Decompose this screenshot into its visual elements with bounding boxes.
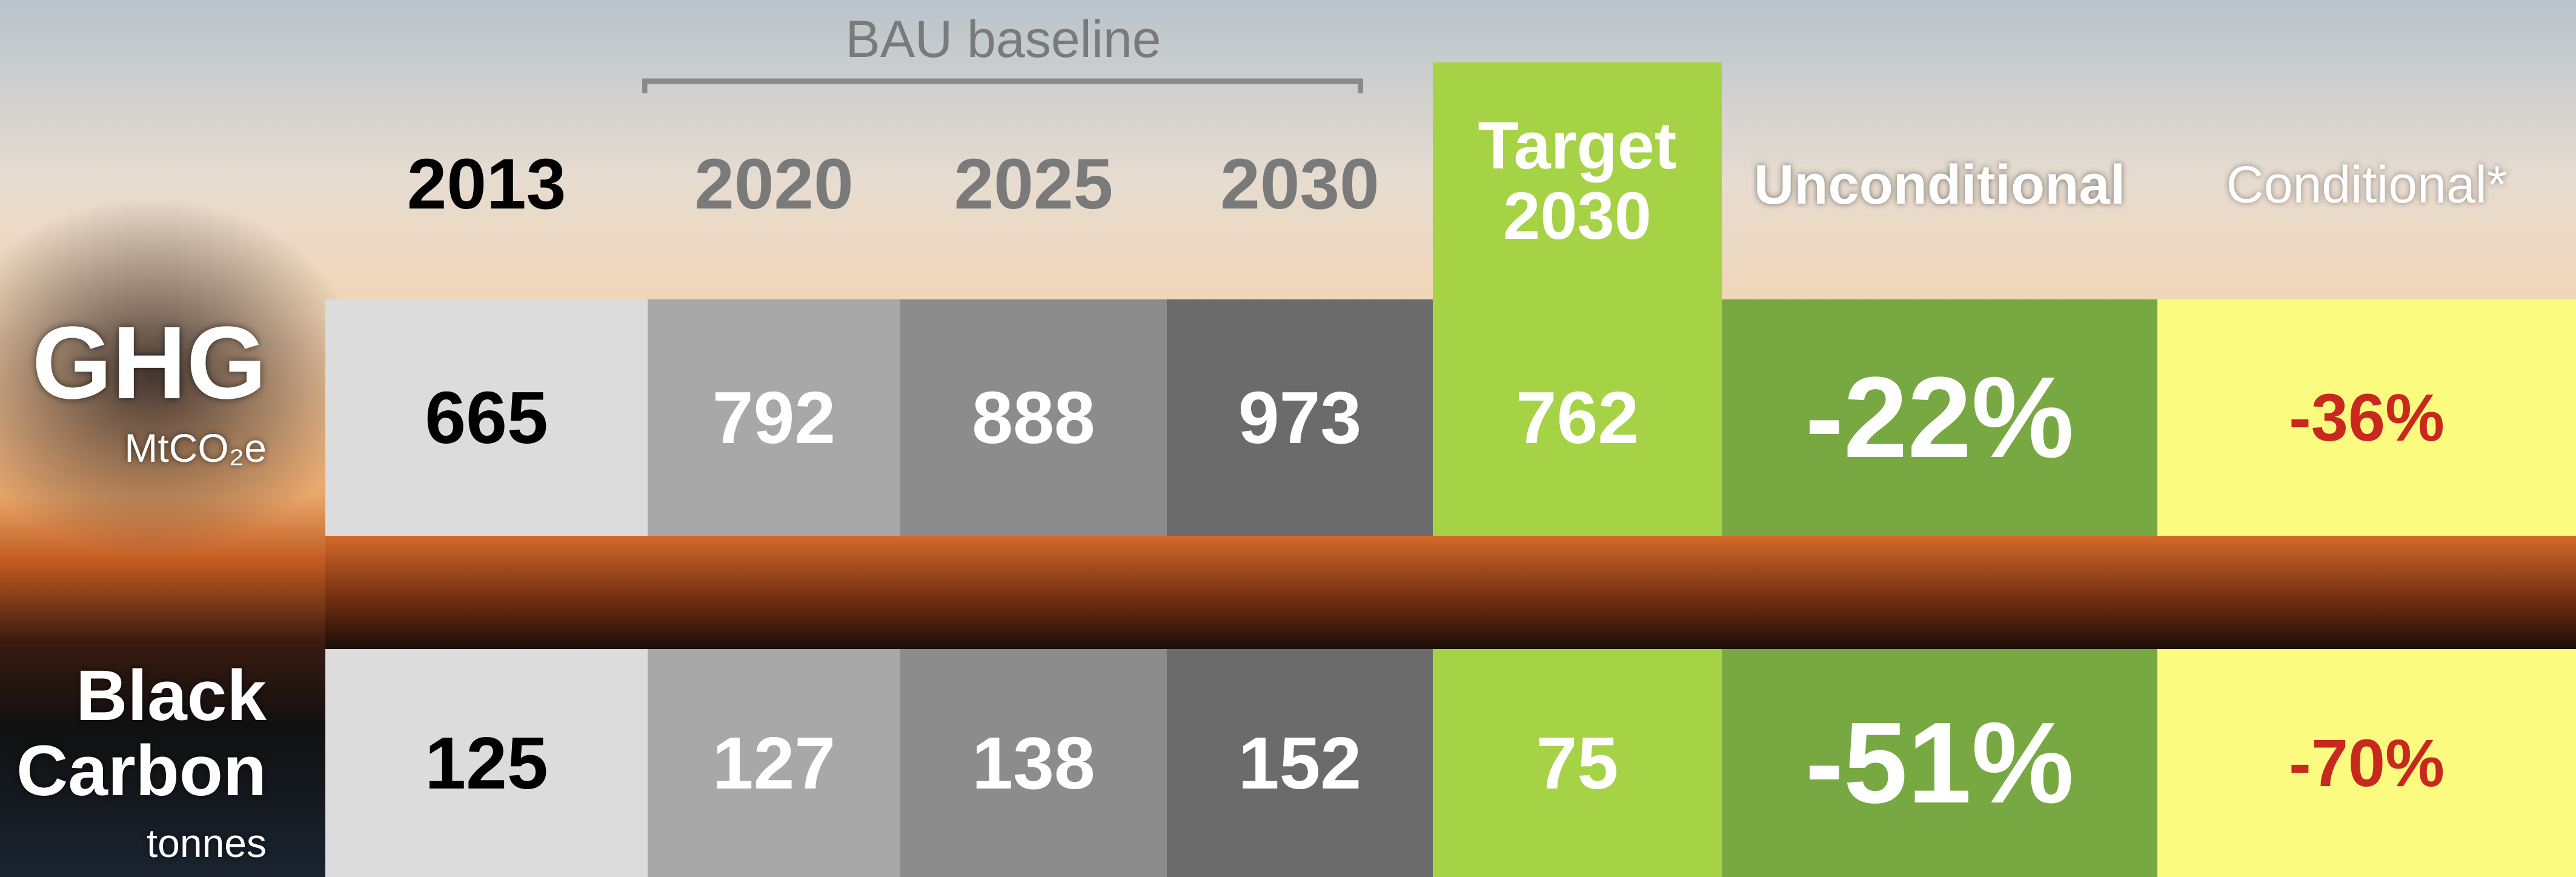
value-cell: 125 — [325, 649, 648, 877]
value-cell: 138 — [900, 649, 1167, 877]
value-cell: 127 — [648, 649, 900, 877]
value-cell: 888 — [900, 299, 1167, 536]
value-cell: -51% — [1722, 649, 2157, 877]
column-header: 2020 — [648, 109, 900, 261]
row-unit: MtCO₂e — [6, 415, 267, 481]
value-cell: -36% — [2157, 299, 2576, 536]
value-cell: -70% — [2157, 649, 2576, 877]
column-header: Target 2030 — [1433, 62, 1722, 299]
column-header: 2030 — [1167, 109, 1433, 261]
bau-label: BAU baseline — [646, 6, 1361, 73]
column-header: 2025 — [900, 109, 1167, 261]
value-cell: -22% — [1722, 299, 2157, 536]
infographic: BAU baseline 2013202020252030Target 2030… — [0, 0, 2576, 877]
column-header: 2013 — [325, 109, 648, 261]
industrial-band — [325, 536, 2576, 649]
column-header: Conditional* — [2157, 109, 2576, 261]
row-unit: tonnes — [6, 816, 267, 870]
row-label: Black Carbon — [6, 655, 267, 813]
value-cell: 792 — [648, 299, 900, 536]
value-cell: 973 — [1167, 299, 1433, 536]
column-header: Unconditional — [1722, 109, 2157, 261]
value-cell: 75 — [1433, 649, 1722, 877]
value-cell: 665 — [325, 299, 648, 536]
row-label: GHG — [6, 312, 267, 415]
value-cell: 762 — [1433, 299, 1722, 536]
value-cell: 152 — [1167, 649, 1433, 877]
bau-bracket — [642, 73, 1363, 97]
